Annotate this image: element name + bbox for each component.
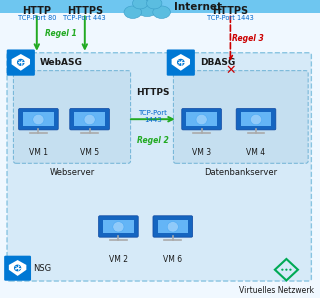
Circle shape (285, 268, 288, 271)
FancyBboxPatch shape (4, 256, 31, 281)
FancyBboxPatch shape (182, 108, 221, 130)
Circle shape (14, 265, 21, 271)
Ellipse shape (147, 0, 162, 9)
FancyBboxPatch shape (70, 108, 109, 130)
FancyBboxPatch shape (173, 71, 308, 163)
Text: WebASG: WebASG (40, 58, 83, 67)
Circle shape (113, 222, 124, 232)
Ellipse shape (136, 0, 158, 16)
Text: VM 3: VM 3 (192, 148, 211, 157)
FancyBboxPatch shape (13, 71, 131, 163)
Text: HTTP: HTTP (22, 6, 51, 16)
FancyBboxPatch shape (186, 112, 217, 126)
FancyBboxPatch shape (7, 53, 311, 281)
Text: TCP-Port 80: TCP-Port 80 (18, 15, 56, 21)
Circle shape (251, 114, 261, 125)
Text: Regel 3: Regel 3 (232, 34, 264, 43)
Text: VM 2: VM 2 (109, 255, 128, 264)
FancyBboxPatch shape (167, 49, 195, 76)
Text: TCP-Port 1443: TCP-Port 1443 (207, 15, 254, 21)
Circle shape (281, 268, 284, 271)
Text: VM 6: VM 6 (163, 255, 182, 264)
Text: Virtuelles Netzwerk: Virtuelles Netzwerk (239, 286, 314, 295)
Polygon shape (172, 54, 190, 71)
Text: HTTPS: HTTPS (136, 88, 170, 97)
Ellipse shape (124, 6, 142, 18)
Circle shape (196, 114, 207, 125)
Text: Regel 1: Regel 1 (45, 29, 77, 38)
Ellipse shape (132, 0, 148, 9)
Text: Internet: Internet (174, 1, 222, 12)
Circle shape (84, 114, 95, 125)
Polygon shape (12, 54, 30, 71)
Circle shape (167, 222, 178, 232)
Text: HTTPS: HTTPS (212, 6, 248, 16)
FancyBboxPatch shape (7, 49, 35, 76)
Ellipse shape (153, 6, 171, 18)
Text: HTTPS: HTTPS (67, 6, 103, 16)
Text: Webserver: Webserver (49, 168, 95, 177)
Text: DBASG: DBASG (200, 58, 235, 67)
FancyBboxPatch shape (99, 216, 138, 237)
Text: Datenbankserver: Datenbankserver (204, 168, 277, 177)
FancyBboxPatch shape (236, 108, 276, 130)
Circle shape (289, 268, 292, 271)
Polygon shape (9, 260, 26, 276)
Text: NSG: NSG (34, 264, 52, 273)
Circle shape (17, 59, 25, 66)
FancyBboxPatch shape (74, 112, 105, 126)
Text: VM 4: VM 4 (246, 148, 266, 157)
FancyBboxPatch shape (103, 220, 134, 233)
Text: Regel 2: Regel 2 (137, 136, 169, 145)
Text: VM 1: VM 1 (29, 148, 48, 157)
Text: TCP-Port 443: TCP-Port 443 (63, 15, 106, 21)
Bar (0, 0, 320, 13)
Circle shape (177, 59, 185, 66)
Text: VM 5: VM 5 (80, 148, 99, 157)
FancyBboxPatch shape (153, 216, 193, 237)
FancyBboxPatch shape (19, 108, 58, 130)
Circle shape (33, 114, 44, 125)
FancyBboxPatch shape (23, 112, 54, 126)
FancyBboxPatch shape (241, 112, 271, 126)
Text: ✕: ✕ (225, 63, 236, 77)
FancyBboxPatch shape (157, 220, 188, 233)
Text: TCP-Port
1443: TCP-Port 1443 (138, 110, 167, 123)
